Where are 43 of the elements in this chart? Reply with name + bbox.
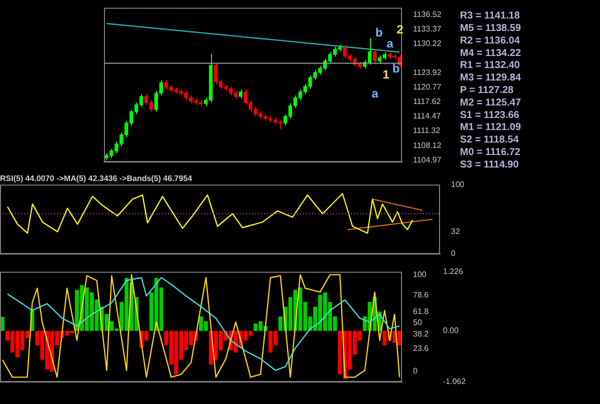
y-tick-label: 23.6 — [413, 344, 430, 353]
y-tick-label: 1108.12 — [413, 140, 442, 150]
y-tick-label: 100 — [413, 270, 427, 279]
text: S3 = 1114.90 — [460, 159, 520, 170]
y-tick-label: 1133.37 — [413, 24, 442, 34]
y2-tick-label: -1.062 — [443, 377, 466, 386]
y-tick-label: 1120.77 — [413, 82, 442, 92]
text: S2 = 1118.54 — [460, 134, 520, 146]
y-tick-label: 1114.47 — [413, 112, 442, 121]
y2-tick-label: 1.226 — [443, 267, 464, 276]
annotation: 1 — [382, 67, 390, 82]
annotation: b — [392, 61, 400, 76]
y-tick-label: 100 — [451, 180, 465, 189]
text: P = 1127.28 — [460, 84, 514, 96]
y-tick-label: 1130.22 — [413, 38, 442, 48]
chart-title: RSI(5) 44.0070 ->MA(5) 42.3436 ->Bands(5) 46.7954 — [0, 174, 193, 184]
y-tick-label: 0 — [451, 249, 456, 258]
y-tick-label: 1136.52 — [413, 10, 442, 19]
y-tick-label: 38.2 — [413, 330, 430, 339]
text: M4 = 1134.22 — [460, 48, 522, 59]
annotation: a — [386, 36, 394, 50]
text: R3 = 1141.18 — [460, 10, 520, 22]
annotation: b — [375, 25, 383, 40]
text: M5 = 1138.59 — [460, 22, 522, 34]
y-tick-label: 0 — [413, 366, 418, 376]
text: R2 = 1136.04 — [460, 35, 520, 46]
annotation: 2 — [396, 22, 404, 36]
text: M2 = 1125.47 — [460, 97, 522, 108]
annotation: a — [372, 86, 379, 100]
y-tick-label: 78.6 — [413, 290, 430, 300]
y-tick-label: 1117.62 — [413, 97, 442, 106]
y-tick-label: 1104.97 — [413, 155, 442, 164]
y2-tick-label: 0.00 — [443, 326, 460, 336]
text: R1 = 1132.40 — [460, 60, 520, 72]
text: M3 = 1129.84 — [460, 72, 522, 84]
text: M1 = 1121.09 — [460, 122, 522, 134]
y-tick-label: 32 — [451, 226, 460, 236]
text: M0 = 1116.72 — [460, 146, 521, 158]
y-tick-label: 1111.32 — [413, 126, 441, 136]
y-tick-label: 50 — [413, 318, 422, 328]
text: S1 = 1123.66 — [460, 110, 520, 121]
y-tick-label: 61.8 — [413, 306, 430, 316]
y-tick-label: 1123.92 — [413, 68, 442, 78]
